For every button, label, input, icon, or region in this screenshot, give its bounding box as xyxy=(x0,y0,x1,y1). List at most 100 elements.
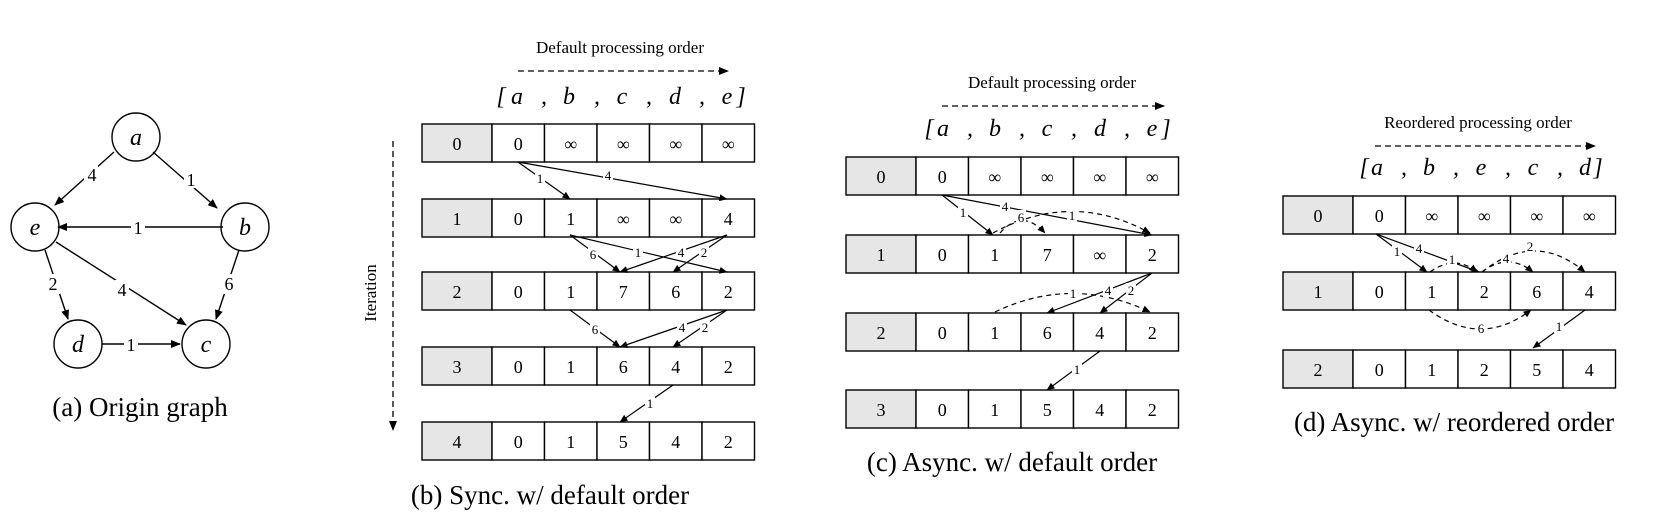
panel-d-order-sequence: [ a , b , e , c , d ] xyxy=(1359,155,1602,181)
distance-value: 0 xyxy=(1375,282,1384,302)
weight-a-e: 4 xyxy=(88,165,97,185)
panel-c-arrow-labels: 1 4 6 1 1 4 2 1 xyxy=(958,199,1136,377)
panel-c-row: 2 0 1 6 4 2 xyxy=(845,312,1180,352)
distance-value: 7 xyxy=(1043,245,1052,265)
distance-value: 2 xyxy=(1148,323,1157,343)
distance-value: 6 xyxy=(671,282,680,302)
svg-text:,: , xyxy=(594,84,600,110)
distance-value: 2 xyxy=(1480,360,1489,380)
distance-value: ∞ xyxy=(1583,206,1596,226)
distance-cell xyxy=(701,271,756,311)
panel-d-row: 2 0 1 2 5 4 xyxy=(1282,349,1617,389)
distance-cell xyxy=(543,123,598,163)
panel-d-order-item: e xyxy=(1476,155,1487,181)
distance-value: 2 xyxy=(724,282,733,302)
panel-c-arrow-label: 4 xyxy=(1105,283,1112,298)
distance-value: ∞ xyxy=(1041,167,1054,187)
panel-d: Reordered processing order [ a , b , e ,… xyxy=(1282,113,1617,437)
panel-d-row: 0 0 ∞ ∞ ∞ ∞ xyxy=(1282,195,1617,235)
distance-value: 5 xyxy=(619,432,628,452)
distance-value: 0 xyxy=(514,432,523,452)
svg-text:,: , xyxy=(1124,116,1130,142)
panel-c-arrow-label: 2 xyxy=(1128,283,1135,298)
panel-b-arrow-label: 4 xyxy=(605,168,612,183)
distance-cell xyxy=(1125,234,1180,274)
distance-value: 0 xyxy=(938,167,947,187)
panel-b-order-item: a xyxy=(511,84,523,110)
panel-b-arrow-label: 2 xyxy=(701,245,708,260)
svg-text:,: , xyxy=(967,116,973,142)
panel-c-arrow-label: 1 xyxy=(1069,208,1076,223)
panel-d-order-item: a xyxy=(1371,155,1383,181)
distance-cell xyxy=(491,346,546,386)
distance-value: ∞ xyxy=(1478,206,1491,226)
distance-cell xyxy=(701,123,756,163)
node-c xyxy=(181,319,231,369)
iteration-number: 1 xyxy=(1314,282,1323,302)
distance-value: 6 xyxy=(1532,282,1541,302)
distance-value: 0 xyxy=(514,282,523,302)
distance-value: ∞ xyxy=(988,167,1001,187)
distance-value: 5 xyxy=(1043,400,1052,420)
node-c-label: c xyxy=(201,332,212,358)
panel-d-arrow-labels: 1 4 1 4 2 6 1 xyxy=(1392,239,1564,336)
distance-cell xyxy=(1020,389,1075,429)
distance-cell xyxy=(543,198,598,238)
iteration-cell xyxy=(1282,271,1354,311)
distance-value: 1 xyxy=(1427,360,1436,380)
weight-d-c: 1 xyxy=(127,335,136,355)
distance-cell xyxy=(491,271,546,311)
svg-text:,: , xyxy=(1401,155,1407,181)
distance-value: 4 xyxy=(1095,323,1104,343)
weight-e-d: 2 xyxy=(49,274,58,294)
panel-b-order-item: d xyxy=(669,84,682,110)
distance-cell xyxy=(543,346,598,386)
distance-cell xyxy=(967,312,1022,352)
distance-value: 1 xyxy=(990,323,999,343)
distance-value: ∞ xyxy=(1425,206,1438,226)
iteration-cell xyxy=(845,312,917,352)
panel-b-order-title: Default processing order xyxy=(536,38,704,57)
panel-b-order-item: c xyxy=(617,84,628,110)
distance-value: 2 xyxy=(1480,282,1489,302)
distance-value: ∞ xyxy=(617,134,630,154)
distance-value: 7 xyxy=(619,282,628,302)
iteration-cell xyxy=(1282,349,1354,389)
distance-cell xyxy=(1020,234,1075,274)
distance-cell xyxy=(1072,156,1127,196)
distance-value: ∞ xyxy=(669,209,682,229)
panel-b-table: 0 0 ∞ ∞ ∞ ∞ 1 0 1 ∞ ∞ 4 2 0 1 7 6 2 3 0 1 6 4 2 4 0 1 5 4 2 xyxy=(421,123,756,461)
panel-c-order-item: c xyxy=(1042,116,1053,142)
iteration-number: 4 xyxy=(453,432,462,452)
panel-d-row: 1 0 1 2 6 4 xyxy=(1282,271,1617,311)
origin-graph-labels: a b c d e 4 1 1 6 2 4 1 (a) Origin graph xyxy=(30,125,251,422)
panel-c-arrow-label: 1 xyxy=(1074,362,1081,377)
distance-value: 0 xyxy=(1375,206,1384,226)
iteration-cell xyxy=(421,198,493,238)
iteration-number: 0 xyxy=(1314,206,1323,226)
iteration-number: 0 xyxy=(877,167,886,187)
distance-cell xyxy=(915,156,970,196)
distance-cell xyxy=(1352,349,1407,389)
iteration-cell xyxy=(845,389,917,429)
iteration-number: 0 xyxy=(453,134,462,154)
iteration-number: 1 xyxy=(453,209,462,229)
iteration-number: 2 xyxy=(453,282,462,302)
distance-value: 1 xyxy=(566,432,575,452)
distance-value: ∞ xyxy=(722,134,735,154)
panel-b-arrow-label: 1 xyxy=(537,171,544,186)
panel-b-row: 1 0 1 ∞ ∞ 4 xyxy=(421,198,756,238)
svg-text:[: [ xyxy=(496,84,507,110)
distance-value: 0 xyxy=(514,209,523,229)
distance-value: ∞ xyxy=(1146,167,1159,187)
distance-value: ∞ xyxy=(617,209,630,229)
caption-d: (d) Async. w/ reordered order xyxy=(1294,407,1614,437)
node-b xyxy=(220,202,270,252)
panel-b-arrow-label: 4 xyxy=(678,245,685,260)
distance-value: 6 xyxy=(1043,323,1052,343)
distance-value: 6 xyxy=(619,357,628,377)
distance-cell xyxy=(1509,195,1564,235)
panel-d-arrow-label: 1 xyxy=(1556,319,1563,334)
distance-value: 2 xyxy=(1148,245,1157,265)
distance-cell xyxy=(701,346,756,386)
